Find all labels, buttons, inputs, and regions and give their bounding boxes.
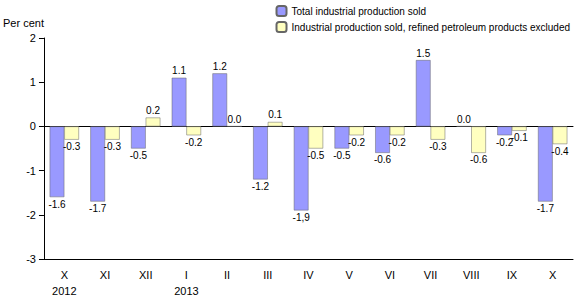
svg-text:X: X xyxy=(61,269,69,281)
svg-text:-0.3: -0.3 xyxy=(429,141,447,152)
svg-text:-0.2: -0.2 xyxy=(185,137,203,148)
svg-text:-2: -2 xyxy=(26,209,36,221)
svg-text:-0.2: -0.2 xyxy=(348,137,366,148)
svg-text:-0.2: -0.2 xyxy=(496,136,514,148)
svg-text:IX: IX xyxy=(507,269,518,281)
svg-text:1.1: 1.1 xyxy=(172,65,186,76)
svg-text:X: X xyxy=(549,269,557,281)
svg-text:V: V xyxy=(346,269,354,281)
svg-text:Total industrial production so: Total industrial production sold xyxy=(292,6,427,17)
svg-text:1.5: 1.5 xyxy=(416,48,430,59)
svg-text:VII: VII xyxy=(424,269,437,281)
svg-text:-0.3: -0.3 xyxy=(104,141,122,152)
svg-text:-0.1: -0.1 xyxy=(511,132,529,143)
svg-text:-0.2: -0.2 xyxy=(389,137,407,148)
svg-text:0.1: 0.1 xyxy=(268,109,282,120)
svg-text:-1.7: -1.7 xyxy=(537,203,555,214)
svg-text:0.0: 0.0 xyxy=(457,114,471,125)
svg-text:2013: 2013 xyxy=(174,285,198,297)
svg-text:-1.2: -1.2 xyxy=(252,181,270,192)
svg-text:1: 1 xyxy=(30,76,36,88)
svg-text:2: 2 xyxy=(30,32,36,44)
svg-text:-1.6: -1.6 xyxy=(48,199,66,210)
svg-text:Per cent: Per cent xyxy=(3,17,44,29)
svg-text:VI: VI xyxy=(385,269,395,281)
svg-text:I: I xyxy=(185,269,188,281)
svg-text:-1.7: -1.7 xyxy=(89,203,107,214)
svg-text:-0.3: -0.3 xyxy=(63,141,81,152)
svg-text:II: II xyxy=(224,269,230,281)
svg-text:-0.5: -0.5 xyxy=(130,150,148,161)
svg-text:-3: -3 xyxy=(26,253,36,265)
svg-text:-0.6: -0.6 xyxy=(470,154,488,165)
svg-text:-0.6: -0.6 xyxy=(374,154,392,165)
svg-text:Industrial production sold, re: Industrial production sold, refined petr… xyxy=(292,22,571,33)
svg-text:-1,9: -1,9 xyxy=(293,212,311,223)
svg-text:1.2: 1.2 xyxy=(213,61,227,72)
svg-text:XII: XII xyxy=(139,269,152,281)
svg-text:0.0: 0.0 xyxy=(227,114,241,125)
svg-text:2012: 2012 xyxy=(52,285,76,297)
svg-text:VIII: VIII xyxy=(463,269,480,281)
svg-text:-1: -1 xyxy=(26,165,36,177)
svg-text:-0.5: -0.5 xyxy=(307,150,325,161)
svg-text:0.2: 0.2 xyxy=(146,105,160,116)
svg-text:XI: XI xyxy=(100,269,110,281)
svg-text:-0.5: -0.5 xyxy=(333,150,351,161)
svg-text:-0.4: -0.4 xyxy=(551,146,569,157)
svg-text:0: 0 xyxy=(30,120,36,132)
svg-text:III: III xyxy=(263,269,272,281)
svg-text:IV: IV xyxy=(303,269,314,281)
